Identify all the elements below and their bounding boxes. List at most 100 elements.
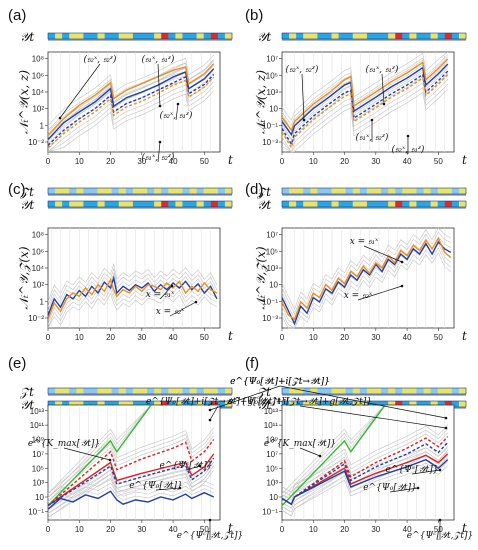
state-segment — [132, 388, 141, 394]
state-segment — [147, 201, 155, 207]
state-segment — [189, 201, 198, 207]
row-symbol: 𝒴t — [257, 398, 271, 412]
state-segment — [69, 388, 77, 394]
gray-trajectory — [47, 272, 218, 312]
y-tick-label: 10¹¹ — [264, 421, 279, 430]
state-strip-frame — [281, 387, 467, 395]
state-segment — [161, 388, 169, 394]
state-segment — [409, 201, 417, 207]
state-segment — [338, 201, 347, 207]
state-segment — [203, 33, 212, 39]
series-line-green-solid — [282, 405, 386, 507]
z-state-strip — [47, 387, 233, 396]
state-segment — [132, 188, 141, 194]
annotation-arrowhead — [406, 134, 410, 138]
state-segment — [324, 388, 332, 394]
gray-trajectory — [47, 404, 152, 498]
state-segment — [125, 33, 134, 39]
annotation-arrowhead — [382, 102, 386, 106]
plot-area: 10⁻² 1 10² 10⁴ 10⁶ 10⁸ 0 10 20 30 40 50 t — [28, 227, 233, 343]
state-segment — [444, 33, 453, 39]
state-segment — [423, 188, 432, 194]
state-segment — [303, 401, 311, 407]
series-line-orange-dashed — [48, 76, 215, 149]
state-segment — [168, 201, 176, 207]
gray-trajectory — [281, 247, 452, 329]
x-tick-label: 30 — [137, 333, 146, 342]
plot-area: 10⁻³ 10⁻¹ 10 10³ 10⁵ 10⁷ 0 10 20 30 40 50 t — [262, 227, 467, 343]
annotation-label: x = 𝔰₁ˣ — [146, 290, 175, 300]
annotation-arrow — [159, 285, 173, 300]
y-tick-label: 10⁻¹ — [28, 507, 44, 516]
z-state-strip — [281, 387, 467, 396]
gray-trajectory — [47, 288, 218, 329]
state-segment — [210, 188, 219, 194]
annotation-arrow — [279, 385, 447, 419]
state-segment — [104, 33, 113, 39]
annotation-arrowhead — [108, 458, 112, 462]
state-segment — [132, 401, 141, 407]
annotation-arrow — [389, 487, 419, 493]
y-tick-label: 10³ — [32, 479, 44, 488]
state-segment — [345, 201, 354, 207]
state-segment — [381, 201, 389, 207]
state-segment — [90, 188, 98, 194]
series-group — [48, 275, 218, 320]
annotation-arrowhead — [400, 284, 404, 288]
series-line-red-solid — [48, 453, 215, 507]
state-segment — [224, 33, 233, 39]
state-segment — [352, 388, 361, 394]
x-tick-label: 20 — [106, 525, 115, 534]
state-segment — [331, 33, 340, 39]
state-segment — [161, 33, 169, 39]
state-segment — [324, 188, 332, 194]
state-segment — [182, 33, 190, 39]
state-segment — [147, 33, 155, 39]
state-segment — [90, 201, 98, 207]
y-tick-label: 10⁻³ — [262, 314, 278, 323]
state-segment — [97, 388, 106, 394]
row-symbol: 𝒵t — [256, 385, 271, 399]
state-segment — [97, 33, 106, 39]
x-tick-label: 0 — [280, 157, 285, 166]
state-segment — [189, 388, 198, 394]
y-tick-label: 10 — [269, 105, 278, 114]
gray-trajectory — [281, 51, 448, 121]
state-segment — [111, 401, 120, 407]
annotation-arrowhead — [194, 300, 198, 304]
annotation-arrowhead — [438, 518, 442, 522]
y-tick-label: 10⁶ — [32, 247, 44, 256]
state-segment — [310, 33, 318, 39]
y-tick-label: 10¹³ — [264, 407, 279, 416]
state-segment — [76, 401, 84, 407]
annotations: e^{Ψ₀[𝒴t]+i[𝒵t→𝒴t]} e^{Ψ₀[𝒴t]+i[𝒵t→𝒴t]+g[… — [28, 377, 330, 541]
state-segment — [374, 388, 382, 394]
state-segment — [458, 188, 467, 194]
annotation-arrow — [185, 465, 201, 471]
x-axis-label: t — [462, 329, 467, 343]
state-segment — [83, 188, 91, 194]
y-tick-label: 10⁷ — [32, 450, 44, 459]
state-segment — [310, 201, 318, 207]
state-segment — [76, 201, 84, 207]
y-tick-label: 10⁻¹ — [262, 121, 278, 130]
state-segment — [430, 201, 439, 207]
state-segment — [395, 388, 403, 394]
x-tick-label: 0 — [280, 333, 285, 342]
x-tick-label: 50 — [200, 157, 209, 166]
state-segment — [125, 388, 134, 394]
state-segment — [282, 201, 290, 207]
x-axis-label: t — [462, 153, 467, 167]
state-segment — [189, 33, 198, 39]
state-segment — [458, 33, 467, 39]
x-axis-label: t — [462, 521, 467, 535]
state-segment — [352, 201, 361, 207]
y-state-strip — [281, 200, 467, 209]
state-segment — [317, 388, 325, 394]
state-segment — [402, 33, 410, 39]
state-segment — [118, 33, 127, 39]
state-segment — [395, 201, 403, 207]
gray-trajectory — [47, 85, 214, 153]
state-segment — [97, 188, 106, 194]
